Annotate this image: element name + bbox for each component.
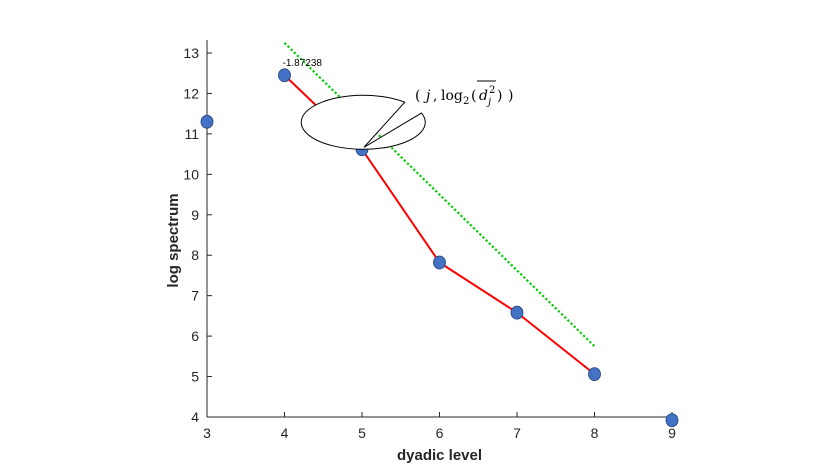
callout-log-base: 2	[463, 96, 469, 107]
series-layer	[283, 42, 596, 375]
y-tick-labels: 4 5 6 7 8 9 10 11 12 13	[183, 45, 199, 425]
points-layer	[200, 68, 679, 428]
data-point	[278, 68, 291, 83]
callout-bubble: ( j , log 2 ( d 2 j ) )	[300, 80, 513, 150]
x-axis-label: dyadic level	[397, 447, 482, 464]
data-point	[665, 413, 679, 428]
y-tick-label: 12	[183, 85, 199, 101]
x-tick-label: 3	[203, 425, 211, 441]
y-tick-label: 6	[191, 328, 199, 344]
x-tick-label: 5	[358, 425, 366, 441]
callout-superscript: 2	[489, 85, 495, 96]
callout-paren-inner-open: (	[471, 88, 476, 104]
x-tick-label: 7	[513, 425, 521, 441]
x-tick-label: 4	[281, 425, 289, 441]
callout-log: log	[441, 88, 463, 104]
y-tick-label: 9	[191, 207, 199, 223]
callout-shape	[300, 94, 426, 150]
y-tick-label: 11	[184, 126, 199, 142]
data-point	[510, 305, 524, 320]
y-tick-label: 10	[183, 166, 199, 182]
x-tick-label: 9	[668, 425, 676, 441]
callout-paren-open: (	[415, 88, 420, 104]
data-point	[588, 367, 601, 382]
callout-paren-inner-close: )	[497, 88, 502, 104]
y-tick-label: 13	[183, 45, 199, 61]
axes	[206, 40, 673, 418]
callout-paren-close: )	[508, 88, 513, 104]
y-tick-label: 8	[191, 247, 199, 263]
slope-annotation: -1.87238	[283, 58, 323, 69]
x-tick-labels: 3 4 5 6 7 8 9	[203, 425, 676, 441]
data-point	[200, 114, 214, 129]
callout-comma: ,	[433, 88, 437, 104]
callout-subscript: j	[486, 97, 491, 108]
fit-line-dotted	[283, 42, 596, 348]
y-axis-label: log spectrum	[165, 193, 182, 287]
callout-d: d	[479, 88, 488, 104]
callout-j: j	[423, 88, 431, 104]
x-tick-label: 8	[591, 425, 599, 441]
y-tick-label: 7	[191, 288, 199, 304]
data-point	[433, 255, 446, 270]
y-tick-label: 4	[191, 409, 199, 425]
y-tick-label: 5	[191, 369, 199, 385]
x-tick-label: 6	[436, 425, 444, 441]
